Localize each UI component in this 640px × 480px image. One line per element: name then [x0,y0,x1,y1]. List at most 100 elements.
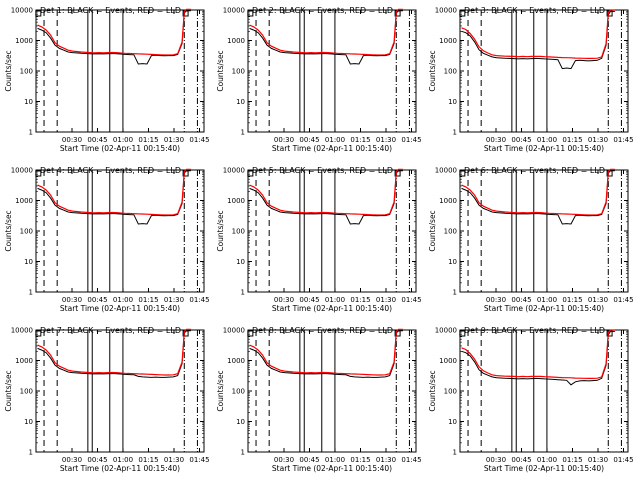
y-tick-label: 1000 [15,357,33,365]
y-tick-label: 100 [444,388,457,396]
marker-box [35,330,42,337]
x-tick-label: 01:00 [537,136,557,144]
series-line-lld [461,168,615,216]
x-tick-label: 01:30 [588,456,608,464]
y-axis-label: Counts/sec [428,210,437,251]
y-tick-label: 1000 [439,37,457,45]
x-tick-label: 01:30 [164,136,184,144]
y-tick-label: 1000 [227,357,245,365]
x-tick-label: 00:45 [87,296,107,304]
x-tick-label: 01:30 [588,296,608,304]
y-tick-label: 1000 [227,37,245,45]
marker-box [35,10,42,17]
series-line-lld [37,168,191,216]
x-tick-label: 00:30 [486,296,506,304]
y-tick-label: 100 [232,228,245,236]
panel-title: Det 2: BLACK = Events, RED = LLD [252,6,393,15]
x-tick-label: 01:15 [138,456,158,464]
y-axis-label: Counts/sec [428,370,437,411]
y-tick-label: 100 [444,68,457,76]
y-axis-label: Counts/sec [4,370,13,411]
x-axis-label: Start Time (02-Apr-11 00:15:40) [272,144,392,153]
x-tick-label: 01:15 [138,296,158,304]
x-tick-label: 01:30 [376,296,396,304]
y-axis-label: Counts/sec [4,210,13,251]
x-tick-label: 01:45 [401,136,421,144]
x-tick-label: 00:30 [486,136,506,144]
plot-frame [35,9,205,133]
marker-box [247,330,254,337]
x-axis-label: Start Time (02-Apr-11 00:15:40) [60,144,180,153]
y-axis-label: Counts/sec [216,50,225,91]
x-tick-label: 00:45 [299,456,319,464]
panel-det-3: Det 3: BLACK = Events, RED = LLD 1 10 100 10… [428,6,634,153]
panel-title: Det 8: BLACK = Events, RED = LLD [252,326,393,335]
series-line-events [37,10,191,65]
plot-frame [35,329,205,453]
y-axis-label: Counts/sec [428,50,437,91]
panel-det-5: Det 5: BLACK = Events, RED = LLD 1 10 100 10… [216,166,422,313]
x-tick-label: 01:00 [325,456,345,464]
y-tick-label: 10000 [11,7,33,15]
x-tick-label: 01:30 [164,456,184,464]
panel-det-7: Det 7: BLACK = Events, RED = LLD 1 10 100 10… [4,326,210,473]
y-tick-label: 100 [20,68,33,76]
x-tick-label: 01:15 [350,296,370,304]
x-axis-label: Start Time (02-Apr-11 00:15:40) [272,464,392,473]
x-tick-label: 00:45 [511,456,531,464]
y-tick-label: 1 [241,289,245,297]
y-tick-label: 10000 [435,167,457,175]
x-tick-label: 00:30 [62,136,82,144]
y-tick-label: 1 [453,449,457,457]
y-tick-label: 1 [241,449,245,457]
panel-det-4: Det 4: BLACK = Events, RED = LLD 1 10 100 10… [4,166,210,313]
series-line-lld [461,329,615,379]
series-line-lld [37,328,191,376]
x-tick-label: 01:45 [189,296,209,304]
y-tick-label: 10000 [11,327,33,335]
x-tick-label: 00:30 [62,296,82,304]
panel-title: Det 5: BLACK = Events, RED = LLD [252,166,393,175]
y-tick-label: 10 [236,98,245,106]
marker-box [459,330,466,337]
x-tick-label: 01:45 [401,296,421,304]
y-tick-label: 10 [236,418,245,426]
x-tick-label: 01:00 [113,296,133,304]
x-axis-label: Start Time (02-Apr-11 00:15:40) [272,304,392,313]
panel-title: Det 1: BLACK = Events, RED = LLD [40,6,181,15]
y-tick-label: 10 [448,418,457,426]
x-tick-label: 01:30 [588,136,608,144]
plot-frame [459,169,629,293]
marker-box [247,170,254,177]
y-tick-label: 1 [29,289,33,297]
x-tick-label: 01:45 [613,136,633,144]
x-tick-label: 01:45 [189,456,209,464]
x-tick-label: 00:30 [486,456,506,464]
y-tick-label: 10 [236,258,245,266]
y-tick-label: 10 [448,98,457,106]
y-tick-label: 1000 [15,197,33,205]
panel-det-1: Det 1: BLACK = Events, RED = LLD 1 10 100 10… [4,6,210,153]
plot-frame [459,9,629,133]
x-tick-label: 01:45 [613,456,633,464]
x-axis-label: Start Time (02-Apr-11 00:15:40) [484,464,604,473]
x-tick-label: 01:15 [562,136,582,144]
marker-box [247,10,254,17]
y-tick-label: 1000 [227,197,245,205]
marker-box [35,170,42,177]
x-axis-label: Start Time (02-Apr-11 00:15:40) [484,304,604,313]
x-axis-label: Start Time (02-Apr-11 00:15:40) [60,464,180,473]
panel-det-8: Det 8: BLACK = Events, RED = LLD 1 10 100 10… [216,326,422,473]
series-line-events [37,170,191,225]
y-tick-label: 1 [29,129,33,137]
y-tick-label: 1000 [15,37,33,45]
y-tick-label: 1 [453,289,457,297]
x-tick-label: 00:30 [274,136,294,144]
x-tick-label: 01:45 [401,456,421,464]
x-tick-label: 00:30 [62,456,82,464]
series-line-lld [249,168,403,216]
series-line-lld [249,328,403,376]
series-line-events [37,330,191,378]
panel-title: Det 4: BLACK = Events, RED = LLD [40,166,181,175]
y-tick-label: 100 [20,388,33,396]
